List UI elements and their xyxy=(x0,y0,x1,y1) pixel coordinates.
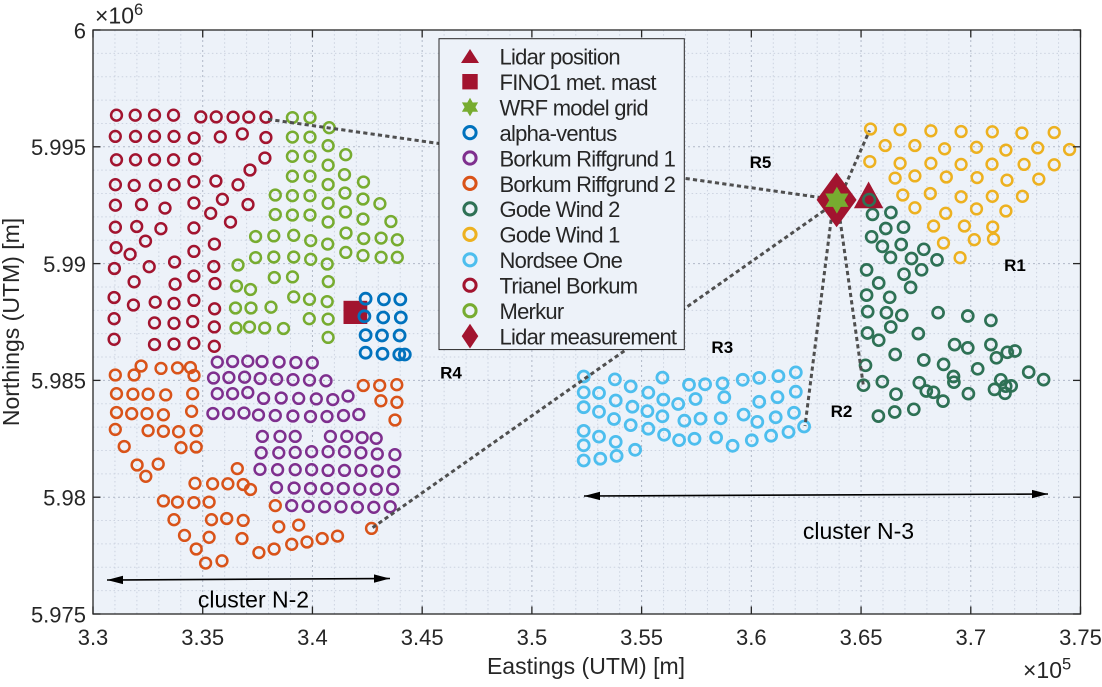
svg-text:R3: R3 xyxy=(711,338,733,357)
svg-text:cluster N-3: cluster N-3 xyxy=(803,518,914,544)
svg-text:3.5: 3.5 xyxy=(517,625,548,650)
svg-text:Merkur: Merkur xyxy=(500,299,564,324)
svg-text:R5: R5 xyxy=(750,153,772,172)
svg-text:3.4: 3.4 xyxy=(297,625,328,650)
svg-text:5.975: 5.975 xyxy=(31,602,86,627)
svg-text:FINO1 met. mast: FINO1 met. mast xyxy=(500,70,657,95)
svg-text:R2: R2 xyxy=(831,402,853,421)
svg-text:3.55: 3.55 xyxy=(620,625,663,650)
svg-text:5.995: 5.995 xyxy=(31,135,86,160)
svg-text:R4: R4 xyxy=(440,364,462,383)
svg-text:cluster N-2: cluster N-2 xyxy=(198,587,309,613)
svg-text:3.65: 3.65 xyxy=(840,625,883,650)
svg-text:3.3: 3.3 xyxy=(78,625,109,650)
svg-text:5.985: 5.985 xyxy=(31,369,86,394)
svg-text:Gode Wind 1: Gode Wind 1 xyxy=(500,223,621,248)
svg-text:3.6: 3.6 xyxy=(736,625,767,650)
svg-text:Trianel Borkum: Trianel Borkum xyxy=(500,274,638,299)
svg-text:alpha-ventus: alpha-ventus xyxy=(500,121,618,146)
svg-text:Lidar position: Lidar position xyxy=(500,45,620,70)
svg-text:5.99: 5.99 xyxy=(43,252,86,277)
svg-text:WRF model grid: WRF model grid xyxy=(500,95,648,120)
svg-text:Eastings (UTM) [m]: Eastings (UTM) [m] xyxy=(487,653,685,679)
svg-text:Borkum Riffgrund 2: Borkum Riffgrund 2 xyxy=(500,172,676,197)
svg-text:5.98: 5.98 xyxy=(43,486,86,511)
svg-text:3.75: 3.75 xyxy=(1059,625,1102,650)
svg-text:Borkum Riffgrund 1: Borkum Riffgrund 1 xyxy=(500,146,676,171)
svg-text:R1: R1 xyxy=(1004,256,1026,275)
svg-text:6: 6 xyxy=(74,18,86,43)
svg-text:3.45: 3.45 xyxy=(401,625,444,650)
svg-text:Lidar measurement: Lidar measurement xyxy=(500,324,677,349)
svg-text:Gode Wind 2: Gode Wind 2 xyxy=(500,197,621,222)
svg-text:3.7: 3.7 xyxy=(956,625,987,650)
svg-text:3.35: 3.35 xyxy=(181,625,224,650)
svg-text:Nordsee One: Nordsee One xyxy=(500,248,623,273)
svg-text:Northings (UTM) [m]: Northings (UTM) [m] xyxy=(0,218,24,426)
